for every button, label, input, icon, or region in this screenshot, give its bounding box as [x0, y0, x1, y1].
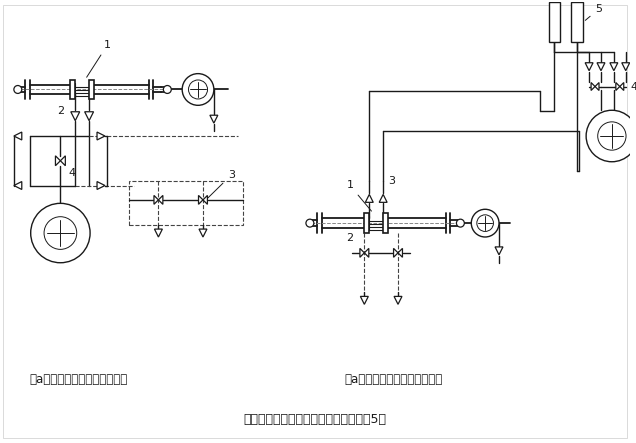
Polygon shape: [364, 249, 369, 257]
Polygon shape: [620, 82, 624, 90]
Text: 4: 4: [631, 82, 636, 92]
Text: 2: 2: [347, 233, 354, 243]
Text: （a）差压计装在节流装置下方: （a）差压计装在节流装置下方: [30, 373, 128, 386]
Polygon shape: [55, 156, 60, 166]
Polygon shape: [610, 63, 618, 71]
Polygon shape: [158, 195, 163, 204]
Circle shape: [44, 217, 77, 249]
Polygon shape: [616, 82, 620, 90]
Circle shape: [586, 110, 636, 162]
Circle shape: [457, 219, 464, 227]
Bar: [548, 2, 560, 42]
Circle shape: [31, 203, 90, 263]
Circle shape: [471, 209, 499, 237]
Polygon shape: [14, 182, 22, 190]
Polygon shape: [97, 182, 105, 190]
Polygon shape: [97, 132, 105, 140]
Polygon shape: [154, 195, 158, 204]
Circle shape: [163, 85, 171, 93]
Polygon shape: [210, 115, 218, 123]
Polygon shape: [379, 194, 387, 202]
Text: 3: 3: [388, 175, 395, 186]
Polygon shape: [14, 132, 22, 140]
Text: 测量无腐蚀液体流量的安装示意图（图5）: 测量无腐蚀液体流量的安装示意图（图5）: [244, 413, 386, 426]
Polygon shape: [85, 112, 93, 120]
Polygon shape: [591, 82, 595, 90]
Polygon shape: [398, 249, 403, 257]
Polygon shape: [597, 63, 605, 71]
Polygon shape: [198, 195, 203, 204]
Text: 5: 5: [585, 4, 602, 20]
Text: （a）差压计装在节流装置上方: （a）差压计装在节流装置上方: [345, 373, 443, 386]
Polygon shape: [394, 249, 398, 257]
Polygon shape: [495, 247, 503, 255]
Polygon shape: [155, 229, 162, 237]
Polygon shape: [365, 194, 373, 202]
Polygon shape: [394, 296, 402, 304]
Circle shape: [306, 219, 314, 227]
Circle shape: [598, 122, 626, 150]
Text: 1: 1: [347, 180, 371, 211]
Polygon shape: [60, 156, 66, 166]
Bar: [383, 213, 388, 233]
Polygon shape: [199, 229, 207, 237]
Polygon shape: [622, 63, 630, 71]
Polygon shape: [203, 195, 207, 204]
Circle shape: [182, 74, 214, 105]
Polygon shape: [71, 112, 80, 120]
Polygon shape: [360, 249, 364, 257]
Text: 3: 3: [208, 170, 235, 198]
Text: 1: 1: [86, 40, 111, 77]
Circle shape: [188, 80, 207, 99]
Bar: [364, 213, 370, 233]
Bar: [71, 80, 75, 99]
Bar: [89, 80, 94, 99]
Bar: [128, 181, 242, 225]
Text: 2: 2: [57, 106, 64, 116]
Polygon shape: [361, 296, 368, 304]
Bar: [571, 2, 583, 42]
Polygon shape: [585, 63, 593, 71]
Circle shape: [477, 215, 494, 231]
Text: 4: 4: [68, 167, 76, 178]
Circle shape: [14, 85, 22, 93]
Polygon shape: [595, 82, 599, 90]
